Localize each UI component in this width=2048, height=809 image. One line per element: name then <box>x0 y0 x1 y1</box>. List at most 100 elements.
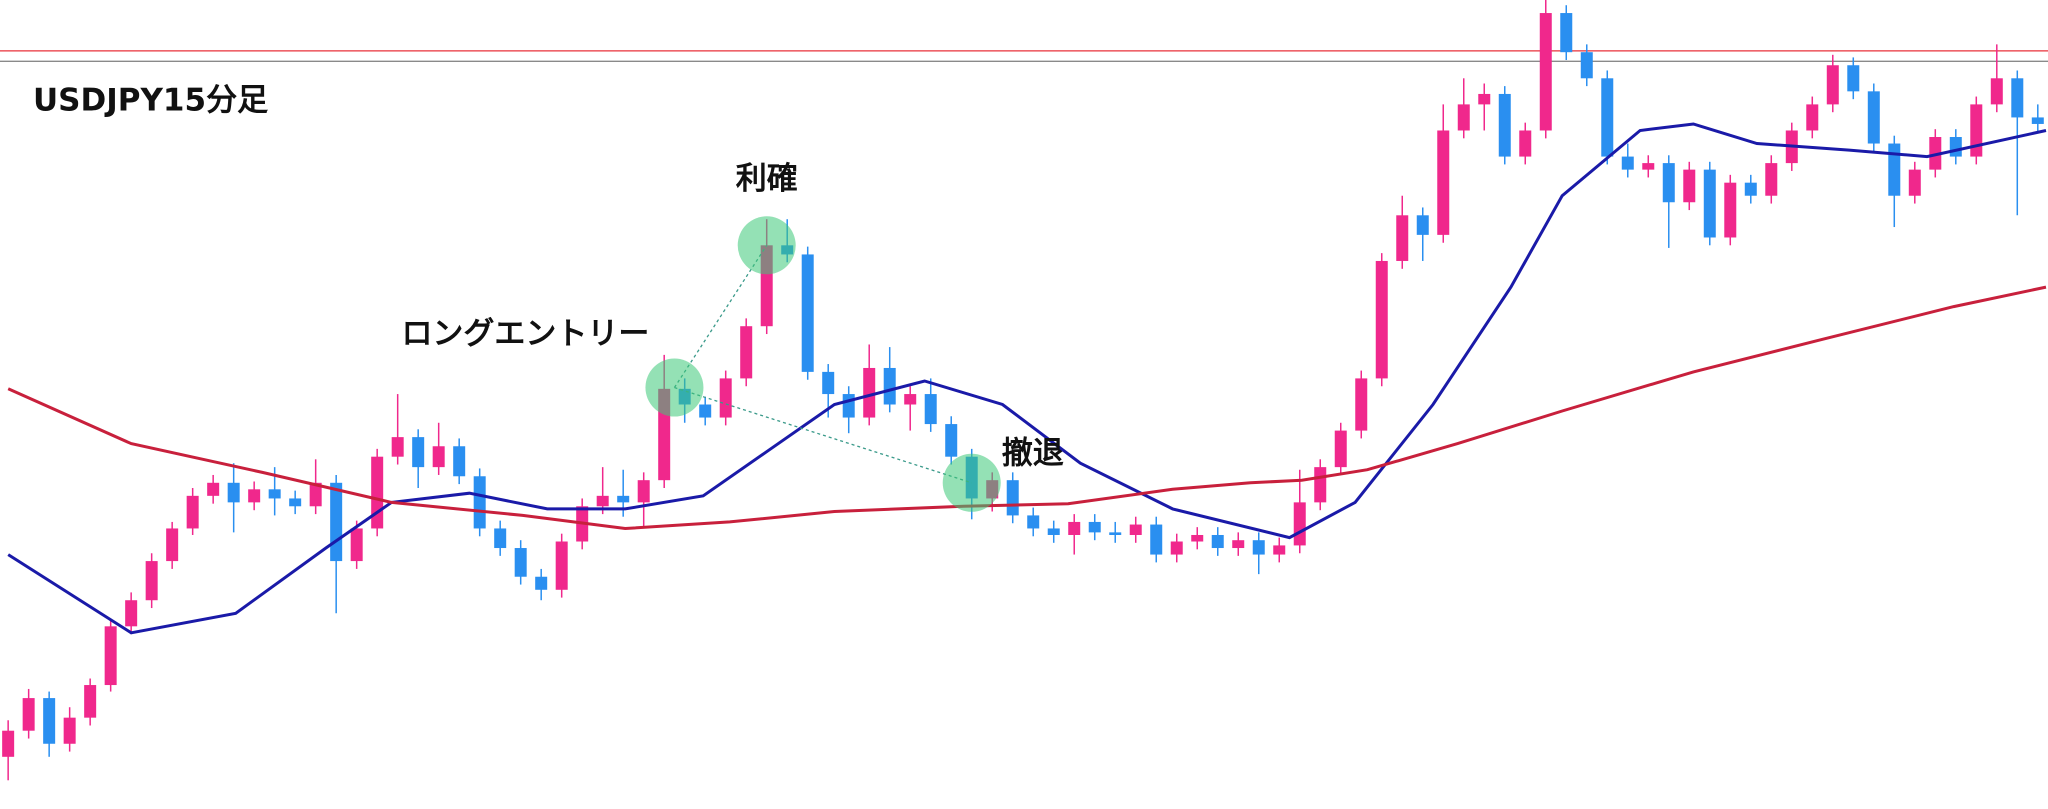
candle-body <box>514 548 527 577</box>
candle-body <box>43 698 56 744</box>
candle-body <box>248 489 261 503</box>
annotation: ロングエントリー <box>401 316 649 352</box>
candle-body <box>104 626 117 686</box>
candle-body <box>1375 260 1388 379</box>
candle-body <box>371 456 384 529</box>
moving-average <box>7 122 2047 635</box>
candle-body <box>842 394 855 418</box>
candle-body <box>1088 521 1101 533</box>
candle-body <box>1416 215 1429 235</box>
candle-body <box>699 404 712 418</box>
candle-body <box>637 480 650 503</box>
candle-body <box>1580 52 1593 79</box>
candle-body <box>1744 182 1757 196</box>
candle-body <box>84 685 97 718</box>
candle-body <box>1539 13 1552 131</box>
marker <box>737 216 796 275</box>
candle-body <box>473 476 486 529</box>
candle-body <box>1109 532 1122 535</box>
marker <box>942 453 1001 512</box>
candle-body <box>945 424 958 457</box>
candle-body <box>1437 130 1450 235</box>
marker <box>645 358 704 417</box>
candle-body <box>1129 524 1142 535</box>
candle-body <box>1047 528 1060 535</box>
candle-body <box>125 600 138 627</box>
candle-body <box>1683 169 1696 203</box>
candle-body <box>822 371 835 395</box>
candle-body <box>555 541 568 590</box>
candle-body <box>309 482 322 507</box>
candle-body <box>1457 104 1470 131</box>
candle-body <box>1170 541 1183 555</box>
candle-body <box>1027 515 1040 529</box>
candle-body <box>2011 78 2024 118</box>
candle-body <box>883 367 896 405</box>
candle-body <box>1478 93 1491 105</box>
candle-body <box>350 528 363 562</box>
candle-body <box>412 437 425 468</box>
candle-body <box>1990 78 2003 105</box>
candle-body <box>289 498 302 507</box>
candle-body <box>63 717 76 744</box>
candle-body <box>1621 156 1634 170</box>
candle-body <box>453 446 466 477</box>
candle-body <box>1970 104 1983 157</box>
candle-body <box>1396 215 1409 261</box>
candle-body <box>207 482 220 496</box>
candle-body <box>166 528 179 562</box>
candle-body <box>863 367 876 418</box>
candle-body <box>330 482 343 562</box>
candle-body <box>1006 480 1019 516</box>
candle-body <box>1232 540 1245 549</box>
candle-body <box>145 561 158 601</box>
candle-body <box>1724 182 1737 238</box>
candle-body <box>432 446 445 468</box>
candle-body <box>1949 137 1962 157</box>
chart-title: USDJPY15分足 <box>33 83 268 119</box>
candle-body <box>801 254 814 372</box>
candle-body <box>1826 65 1839 105</box>
candle-body <box>2 730 15 757</box>
connector <box>674 386 972 484</box>
candle-body <box>596 495 609 507</box>
candle-body <box>268 489 281 499</box>
candle-body <box>1211 534 1224 549</box>
candle-body <box>617 495 630 503</box>
candle-body <box>1252 540 1265 555</box>
candle-body <box>1908 169 1921 196</box>
candle-body <box>740 326 753 379</box>
candle-body <box>1642 163 1655 170</box>
candle-body <box>186 495 199 529</box>
moving-average <box>7 285 2047 531</box>
candle-body <box>719 378 732 418</box>
candle-body <box>1662 163 1675 203</box>
candle-body <box>1150 524 1163 555</box>
candle-body <box>227 482 240 503</box>
candle-body <box>1314 467 1327 503</box>
candle-body <box>1765 163 1778 196</box>
candle-body <box>1806 104 1819 131</box>
annotation: 利確 <box>736 161 798 197</box>
candle-body <box>1601 78 1614 157</box>
candle-body <box>1519 130 1532 157</box>
candle-body <box>1068 521 1081 535</box>
candle-body <box>1293 502 1306 546</box>
candle-body <box>1888 143 1901 196</box>
candle-body <box>391 437 404 457</box>
candle-body <box>535 576 548 590</box>
annotation: 撤退 <box>1002 435 1064 471</box>
candle-body <box>1867 91 1880 144</box>
candle-body <box>22 698 35 731</box>
candle-body <box>1191 534 1204 542</box>
candle-body <box>1498 93 1511 157</box>
candle-body <box>2031 117 2044 124</box>
candle-body <box>1334 430 1347 468</box>
candle-body <box>494 528 507 549</box>
connector <box>673 244 768 388</box>
candle-body <box>924 394 937 425</box>
candle-body <box>1273 545 1286 555</box>
candle-body <box>1847 65 1860 92</box>
